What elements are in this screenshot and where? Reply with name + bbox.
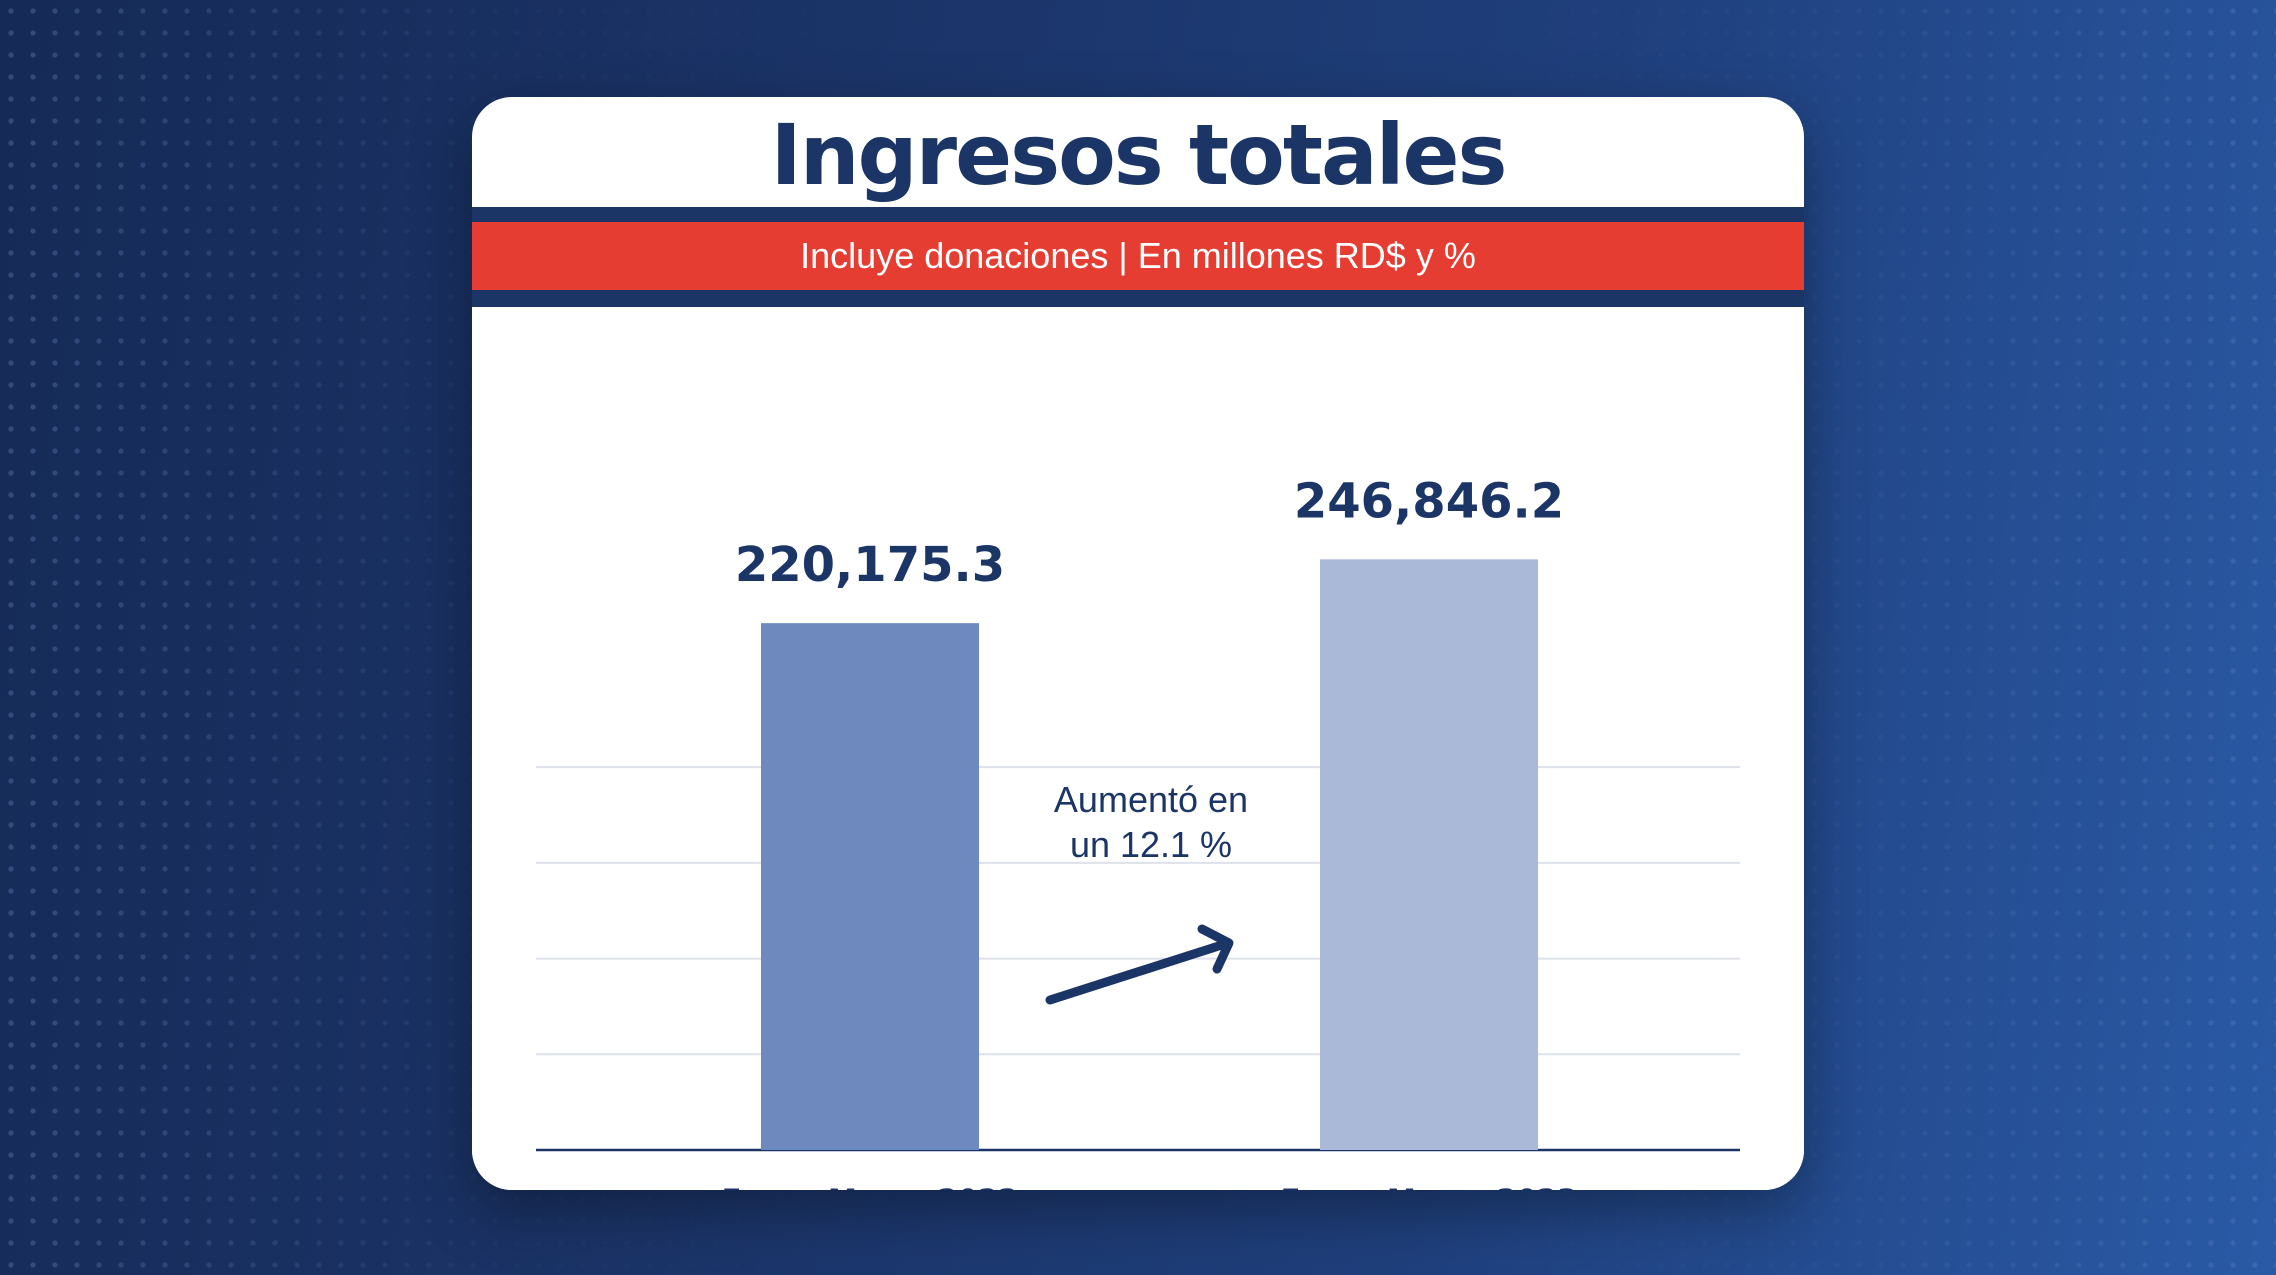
category-label-1: Enero-Marzo 2022: [722, 1183, 1019, 1190]
bar-1: [761, 623, 979, 1150]
chart-area: 220,175.3 Enero-Marzo 2022 246,846.2 Enero-…: [472, 307, 1804, 1190]
annotation-line-1: Aumentó en: [1054, 779, 1248, 820]
category-label-2: Enero-Marzo 2023: [1281, 1183, 1578, 1190]
increase-arrow-head: [1197, 924, 1234, 974]
chart-card: Ingresos totales Incluye donaciones | En…: [472, 97, 1804, 1190]
bar-2: [1320, 559, 1538, 1150]
chart-title: Ingresos totales: [770, 106, 1508, 204]
annotation-line-2: un 12.1 %: [1070, 824, 1232, 865]
data-label-2: 246,846.2: [1294, 473, 1564, 529]
increase-arrow-shaft: [1045, 938, 1233, 1005]
bar-chart: 220,175.3 Enero-Marzo 2022 246,846.2 Enero-…: [536, 473, 1740, 1190]
subtitle-band: Incluye donaciones | En millones RD$ y %: [472, 222, 1804, 290]
data-label-1: 220,175.3: [735, 537, 1005, 593]
